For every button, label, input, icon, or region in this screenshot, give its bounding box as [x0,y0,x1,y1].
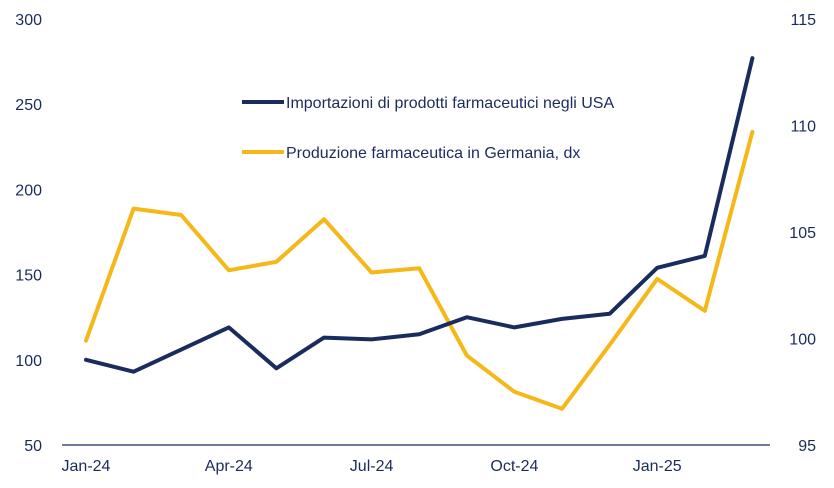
x-tick-label: Jan-25 [633,458,682,475]
left-tick-label: 250 [15,97,42,114]
x-tick-label: Oct-24 [490,458,538,475]
legend-label-imports: Importazioni di prodotti farmaceutici ne… [286,95,614,112]
left-tick-label: 100 [15,353,42,370]
x-axis-ticks: Jan-24 Apr-24 Jul-24 Oct-24 Jan-25 [62,458,682,475]
right-tick-label: 95 [798,438,816,455]
x-tick-label: Jan-24 [62,458,111,475]
legend-label-germany: Produzione farmaceutica in Germania, dx [286,145,580,162]
right-tick-label: 100 [789,332,816,349]
right-tick-label: 105 [789,225,816,242]
x-tick-label: Apr-24 [205,458,253,475]
right-tick-label: 115 [790,12,816,29]
left-axis-ticks: 300 250 200 150 100 50 [15,12,42,455]
left-tick-label: 50 [24,438,42,455]
legend: Importazioni di prodotti farmaceutici ne… [242,95,614,162]
left-tick-label: 150 [15,268,42,285]
left-tick-label: 300 [15,12,42,29]
left-tick-label: 200 [15,182,42,199]
x-tick-label: Jul-24 [350,458,394,475]
right-tick-label: 110 [790,119,816,136]
right-axis-ticks: 115 110 105 100 95 [789,12,816,455]
series-layer [84,56,755,411]
